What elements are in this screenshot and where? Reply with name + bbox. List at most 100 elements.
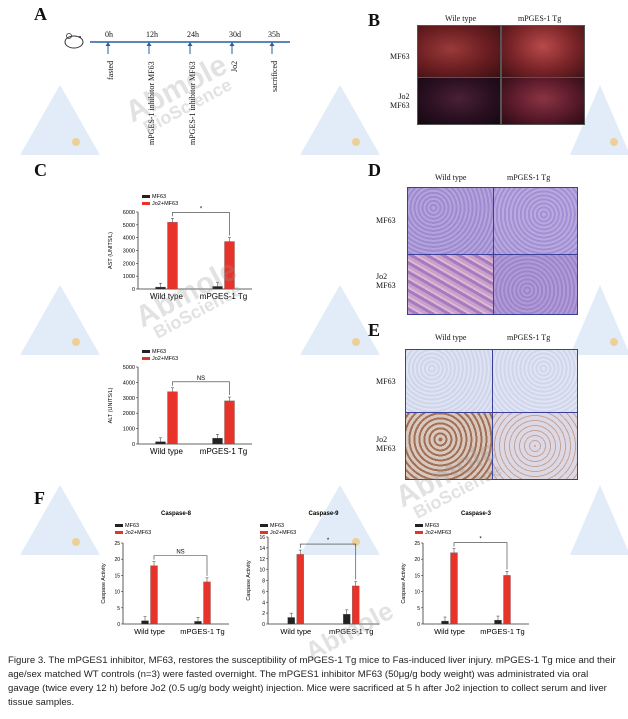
bar — [450, 552, 458, 625]
bar — [212, 437, 223, 445]
significance-bracket — [453, 542, 508, 570]
watermark-triangle — [570, 485, 628, 555]
bar — [167, 222, 178, 290]
bar — [155, 441, 166, 445]
watermark-dot — [352, 538, 360, 546]
category-label: mPGES-1 Tg — [180, 627, 224, 636]
watermark-dot — [610, 338, 618, 346]
y-tick-label: 0 — [262, 622, 265, 628]
y-tick-label: 0 — [132, 287, 135, 293]
ihc-tg-jo2 — [492, 412, 578, 480]
b-row-label: MF63 — [390, 52, 410, 61]
ast-chart: 0 1000 2000 3000 4000 5000 6000 AST (UNITS/L) Wi… — [108, 194, 252, 301]
y-tick-label: 20 — [114, 557, 120, 563]
significance-bracket — [299, 543, 357, 580]
watermark-triangle — [20, 485, 100, 555]
legend-label: Jo2+MF63 — [125, 530, 151, 536]
significance-label: NS — [176, 550, 184, 556]
timeline-tick: 0h — [105, 30, 113, 39]
significance-label: * — [327, 538, 330, 544]
panel-label-e: E — [368, 320, 381, 340]
caspase8-chart: Caspase-8 0 5 10 15 20 25 Caspase Activity Wild … — [101, 511, 229, 636]
y-axis-label: Caspase Activity — [246, 560, 252, 601]
y-tick-label: 1000 — [123, 427, 135, 433]
y-tick-label: 4000 — [123, 236, 135, 242]
bar — [441, 620, 449, 625]
timeline-event: fasted — [106, 60, 115, 80]
legend-swatch — [415, 531, 423, 534]
bar — [224, 400, 235, 445]
legend-swatch — [142, 195, 150, 198]
timeline-arrowhead — [187, 42, 193, 46]
chart-title: Caspase-3 — [461, 511, 492, 517]
legend-label: MF63 — [152, 194, 166, 200]
category-label: Wild type — [150, 447, 183, 456]
bar — [203, 581, 211, 625]
significance-label: NS — [197, 376, 205, 382]
category-label: Wild type — [134, 627, 165, 636]
timeline-arrowhead — [229, 42, 235, 46]
category-label: mPGES-1 Tg — [329, 627, 373, 636]
timeline-arrowhead — [269, 42, 275, 46]
category-label: mPGES-1 Tg — [200, 292, 247, 301]
legend-label: Jo2+MF63 — [270, 530, 296, 536]
legend-swatch — [415, 524, 423, 527]
legend-label: MF63 — [152, 349, 166, 355]
d-row-label: Jo2 MF63 — [376, 272, 396, 290]
timeline-event: sacrificed — [270, 60, 279, 92]
b-col-label: mPGES-1 Tg — [518, 14, 562, 23]
watermark-dot — [72, 338, 80, 346]
watermark-dot — [352, 138, 360, 146]
panel-label-d: D — [368, 160, 381, 180]
bar — [503, 575, 511, 625]
panel-label-c: C — [34, 160, 47, 180]
y-tick-label: 3000 — [123, 396, 135, 402]
e-col-label: Wild type — [435, 333, 467, 342]
bar — [167, 391, 178, 445]
watermark-dot — [72, 138, 80, 146]
y-axis-label: Caspase Activity — [101, 563, 107, 604]
bar — [287, 617, 295, 625]
legend-label: Jo2+MF63 — [152, 201, 178, 207]
panel-label-a: A — [34, 4, 47, 24]
y-tick-label: 4000 — [123, 380, 135, 386]
timeline-tick: 12h — [146, 30, 158, 39]
liver-photo-wt-jo2 — [417, 77, 501, 125]
mouse-icon — [64, 33, 84, 49]
y-tick-label: 2 — [262, 611, 265, 617]
watermark-dot — [610, 138, 618, 146]
timeline-arrowhead — [146, 42, 152, 46]
bar — [150, 565, 158, 625]
legend-swatch — [142, 202, 150, 205]
d-row-label: MF63 — [376, 216, 396, 225]
watermark-dot — [352, 338, 360, 346]
panel-label-b: B — [368, 10, 381, 30]
y-tick-label: 5 — [417, 606, 420, 612]
y-tick-label: 4 — [262, 600, 265, 606]
y-tick-label: 14 — [259, 546, 265, 552]
bar — [141, 620, 149, 625]
legend-label: MF63 — [425, 523, 439, 529]
timeline-tick: 35h — [268, 30, 280, 39]
y-tick-label: 5 — [117, 606, 120, 612]
y-tick-label: 15 — [114, 573, 120, 579]
e-col-label: mPGES-1 Tg — [507, 333, 551, 342]
bar — [212, 286, 223, 290]
ihc-wt-jo2 — [405, 412, 493, 480]
watermark-triangle — [570, 285, 628, 355]
y-tick-label: 5000 — [123, 365, 135, 371]
legend-label: MF63 — [125, 523, 139, 529]
timeline-diagram — [64, 33, 290, 54]
y-tick-label: 15 — [414, 573, 420, 579]
legend-swatch — [115, 524, 123, 527]
significance-label: * — [479, 537, 482, 543]
e-row-label: Jo2 MF63 — [376, 435, 396, 453]
y-tick-label: 6000 — [123, 210, 135, 216]
legend-label: MF63 — [270, 523, 284, 529]
he-stain-tg-mf63 — [493, 187, 578, 255]
category-label: mPGES-1 Tg — [480, 627, 524, 636]
y-tick-label: 3000 — [123, 249, 135, 255]
b-row-label: Jo2 MF63 — [390, 92, 410, 110]
y-tick-label: 16 — [259, 535, 265, 541]
y-axis-label: Caspase Activity — [401, 563, 407, 604]
